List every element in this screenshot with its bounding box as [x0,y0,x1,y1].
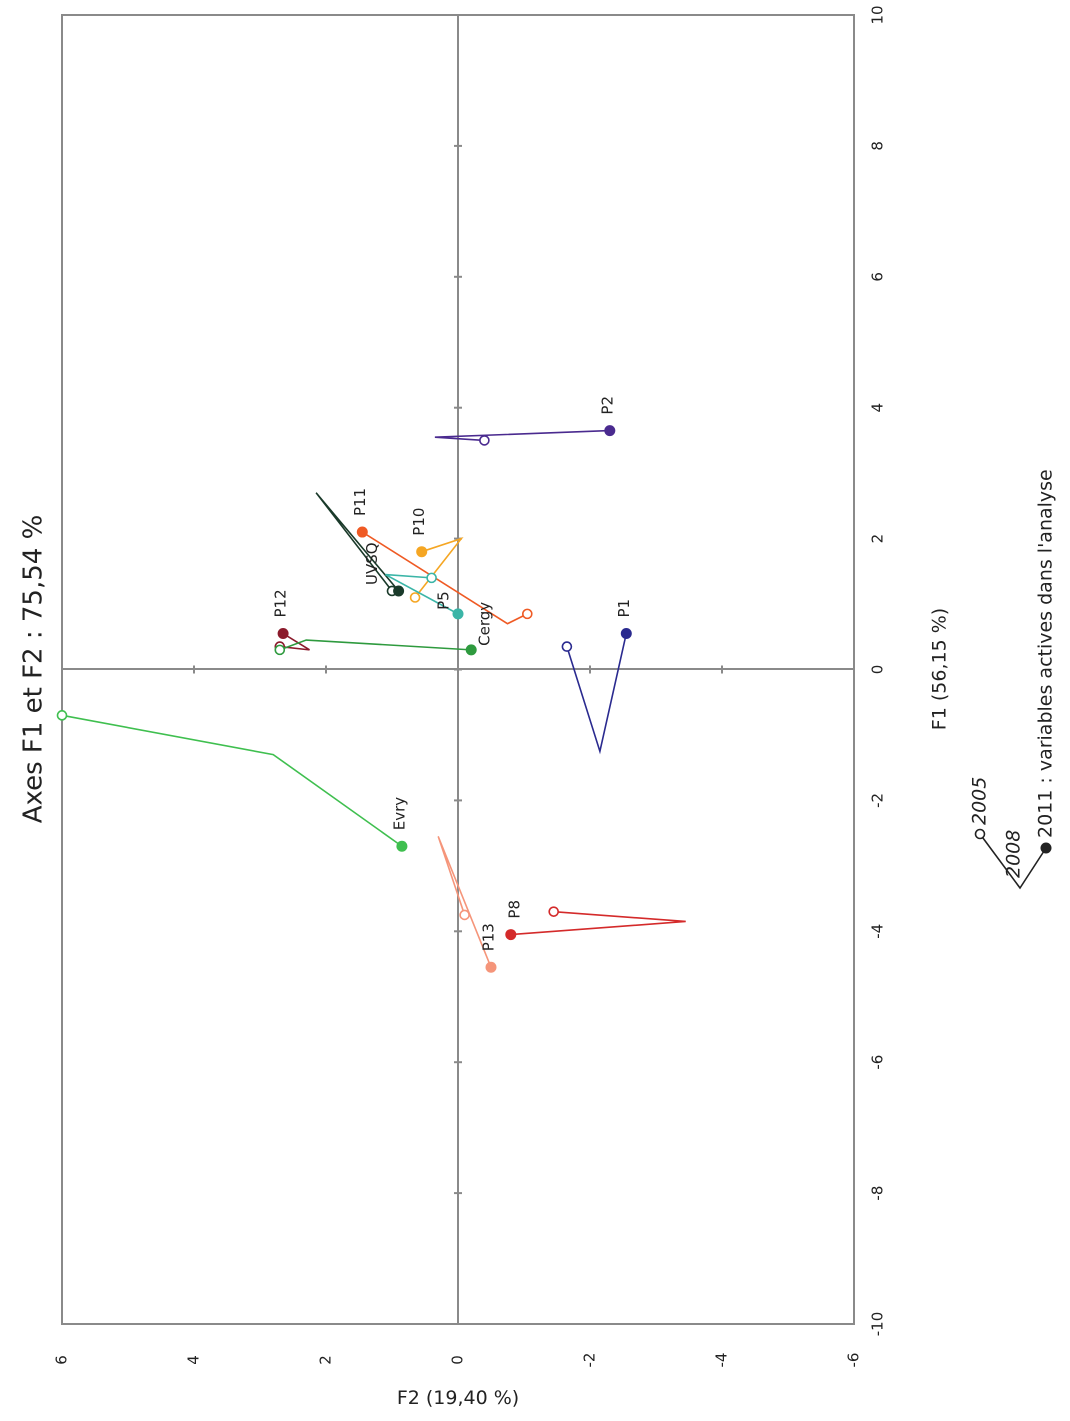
point-2005-p8 [548,906,560,917]
point-2011-p12 [277,628,289,640]
f2-tick-labels: -6 -4 -2 0 2 4 6 [53,1353,863,1368]
f1-axis-title: F1 (56,15 %) [929,608,951,730]
label-p13: P13 [480,923,498,951]
trajectory-uvsq [315,492,400,592]
label-p12: P12 [272,589,290,617]
f1-tick-label: -4 [869,924,887,939]
chart-title: Axes F1 et F2 : 75,54 % [19,515,49,824]
trajectory-p2 [434,429,610,442]
trajectory-cergy [279,639,472,651]
trajectory-p1 [566,633,628,755]
point-2011-evry [396,840,408,852]
f1-tick-label: -8 [869,1186,887,1201]
f1-tick-label: -6 [869,1055,887,1070]
point-2011-uvsq [393,585,405,597]
axis-ticks [193,144,723,1195]
f1-tick-label: 0 [869,665,887,675]
point-2011-p1 [620,628,632,640]
f1-tick-label: 6 [869,272,887,282]
point-2011-p13 [485,961,497,973]
f2-tick-label: 6 [53,1355,71,1365]
legend-trajectory [979,833,1047,890]
point-2011-cergy [465,644,477,656]
f2-tick-label: -4 [713,1353,731,1368]
f2-axis-title: F2 (19,40 %) [397,1387,519,1409]
label-p8: P8 [505,900,523,919]
trajectory-p8 [510,910,686,936]
point-2005-p10 [409,592,421,603]
label-p2: P2 [598,396,616,415]
point-2005-p13 [459,909,470,921]
f1-tick-label: -10 [869,1312,887,1337]
trajectory-p13 [437,836,492,968]
f1-tick-labels: -10 -8 -6 -4 -2 0 2 4 6 8 10 [869,5,887,1336]
point-2011-p5 [452,608,464,620]
legend-item-2005: 2005 [969,777,991,825]
point-2005-p11 [521,608,533,620]
point-2005-evry [56,710,68,721]
label-p5: P5 [435,591,453,610]
point-2005-p1 [561,641,573,652]
point-2011-p8 [505,929,517,941]
point-2011-p2 [604,425,616,437]
trajectory-evry [61,714,403,847]
point-2011-p10 [416,546,428,558]
label-p10: P10 [410,508,428,536]
label-p11: P11 [351,488,369,516]
f1-tick-label: -2 [869,793,887,808]
f1-tick-label: 2 [869,534,887,544]
legend-item-2008: 2008 [1003,830,1025,878]
f1-tick-label: 10 [869,5,887,24]
trajectory-p12 [279,632,310,651]
f2-tick-label: 2 [317,1355,335,1365]
label-cergy: Cergy [476,602,494,646]
point-labels: P2 P11 P10 UVSQ P5 P12 Cergy P1 Evry P13 P8 [272,396,633,951]
label-evry: Evry [390,797,408,831]
label-uvsq: UVSQ [363,542,381,585]
legend-marker-open [974,828,986,840]
series-layer [56,425,686,973]
f2-tick-label: -2 [581,1353,599,1368]
point-2005-cergy [274,644,286,656]
f1-tick-label: 4 [869,403,887,413]
f2-tick-label: 0 [449,1355,467,1365]
trajectory-p11 [361,531,528,625]
f1-tick-label: 8 [869,141,887,151]
legend-marker-filled [1040,842,1052,854]
f2-tick-label: 4 [185,1355,203,1365]
legend: 2005 2008 2011 : variables actives dans … [969,469,1057,890]
f2-tick-label: -6 [845,1353,863,1368]
legend-item-2011: 2011 : variables actives dans l'analyse [1035,469,1057,838]
point-2005-p2 [479,435,490,446]
point-2005-p5 [426,572,437,584]
label-p1: P1 [615,599,633,618]
trajectory-p5 [385,573,459,615]
point-2011-p11 [356,526,368,538]
